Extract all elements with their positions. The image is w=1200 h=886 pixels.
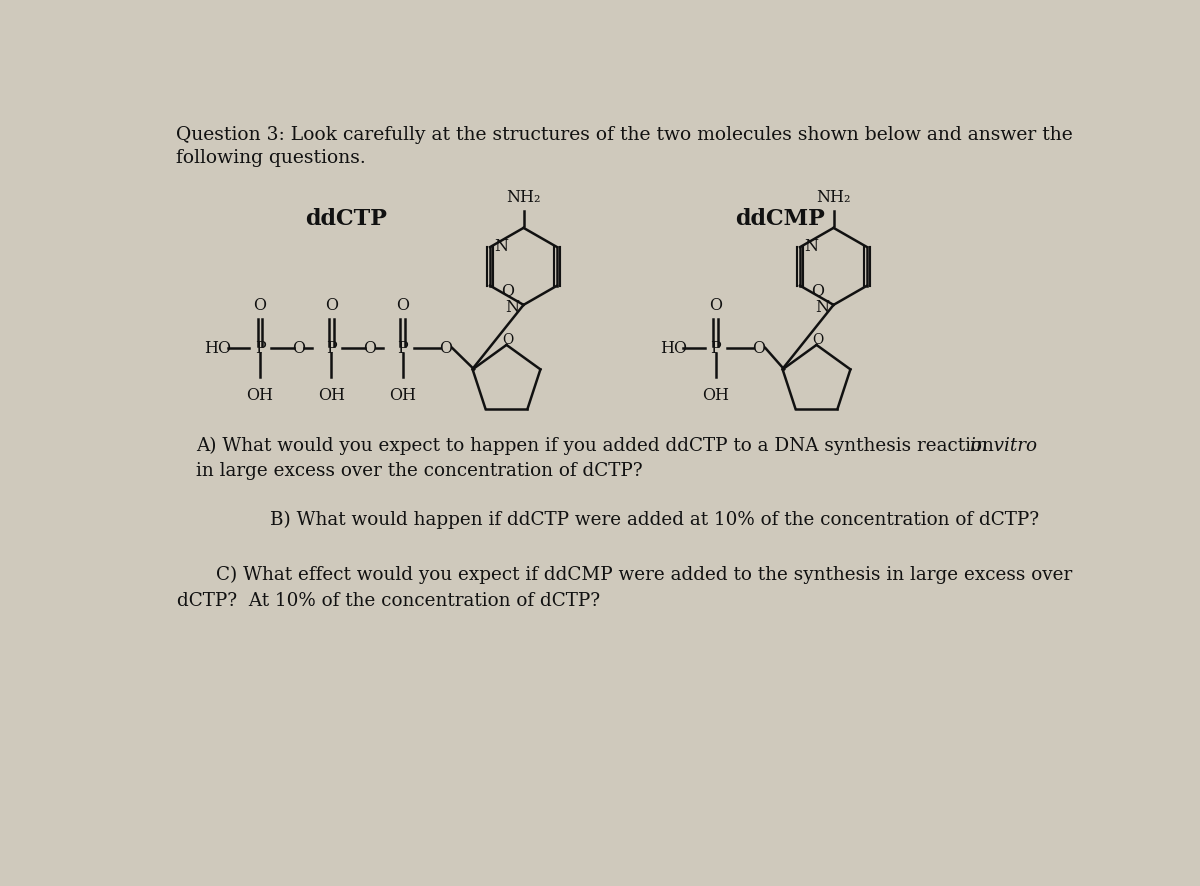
Text: NH₂: NH₂ <box>506 189 541 206</box>
Text: N: N <box>505 299 518 315</box>
Text: Question 3: Look carefully at the structures of the two molecules shown below an: Question 3: Look carefully at the struct… <box>175 126 1073 144</box>
Text: OH: OH <box>318 387 344 404</box>
Text: OH: OH <box>389 387 416 404</box>
Text: P: P <box>397 340 408 357</box>
Text: ddCTP: ddCTP <box>305 208 386 229</box>
Text: ddCMP: ddCMP <box>736 208 824 229</box>
Text: O: O <box>709 296 722 314</box>
Text: O: O <box>812 332 823 346</box>
Text: P: P <box>326 340 337 357</box>
Text: N: N <box>815 299 829 315</box>
Text: HO: HO <box>660 340 686 357</box>
Text: O: O <box>325 296 338 314</box>
Text: N: N <box>494 237 509 255</box>
Text: OH: OH <box>246 387 274 404</box>
Text: HO: HO <box>204 340 230 357</box>
Text: NH₂: NH₂ <box>816 189 851 206</box>
Text: B) What would happen if ddCTP were added at 10% of the concentration of dCTP?: B) What would happen if ddCTP were added… <box>270 510 1039 528</box>
Text: P: P <box>710 340 721 357</box>
Text: P: P <box>254 340 265 357</box>
Text: N: N <box>805 237 818 255</box>
Text: O: O <box>253 296 266 314</box>
Text: following questions.: following questions. <box>175 149 365 167</box>
Text: O: O <box>811 283 824 299</box>
Text: C) What effect would you expect if ddCMP were added to the synthesis in large ex: C) What effect would you expect if ddCMP… <box>216 565 1072 584</box>
Text: A) What would you expect to happen if you added ddCTP to a DNA synthesis reactio: A) What would you expect to happen if yo… <box>197 436 1001 455</box>
Text: O: O <box>364 340 377 357</box>
Text: O: O <box>293 340 305 357</box>
Text: in vitro: in vitro <box>970 436 1037 455</box>
Text: O: O <box>500 283 514 299</box>
Text: O: O <box>439 340 451 357</box>
Text: in large excess over the concentration of dCTP?: in large excess over the concentration o… <box>197 462 643 479</box>
Text: OH: OH <box>702 387 730 404</box>
Text: dCTP?  At 10% of the concentration of dCTP?: dCTP? At 10% of the concentration of dCT… <box>178 591 600 609</box>
Text: O: O <box>503 332 514 346</box>
Text: O: O <box>396 296 409 314</box>
Text: O: O <box>752 340 764 357</box>
